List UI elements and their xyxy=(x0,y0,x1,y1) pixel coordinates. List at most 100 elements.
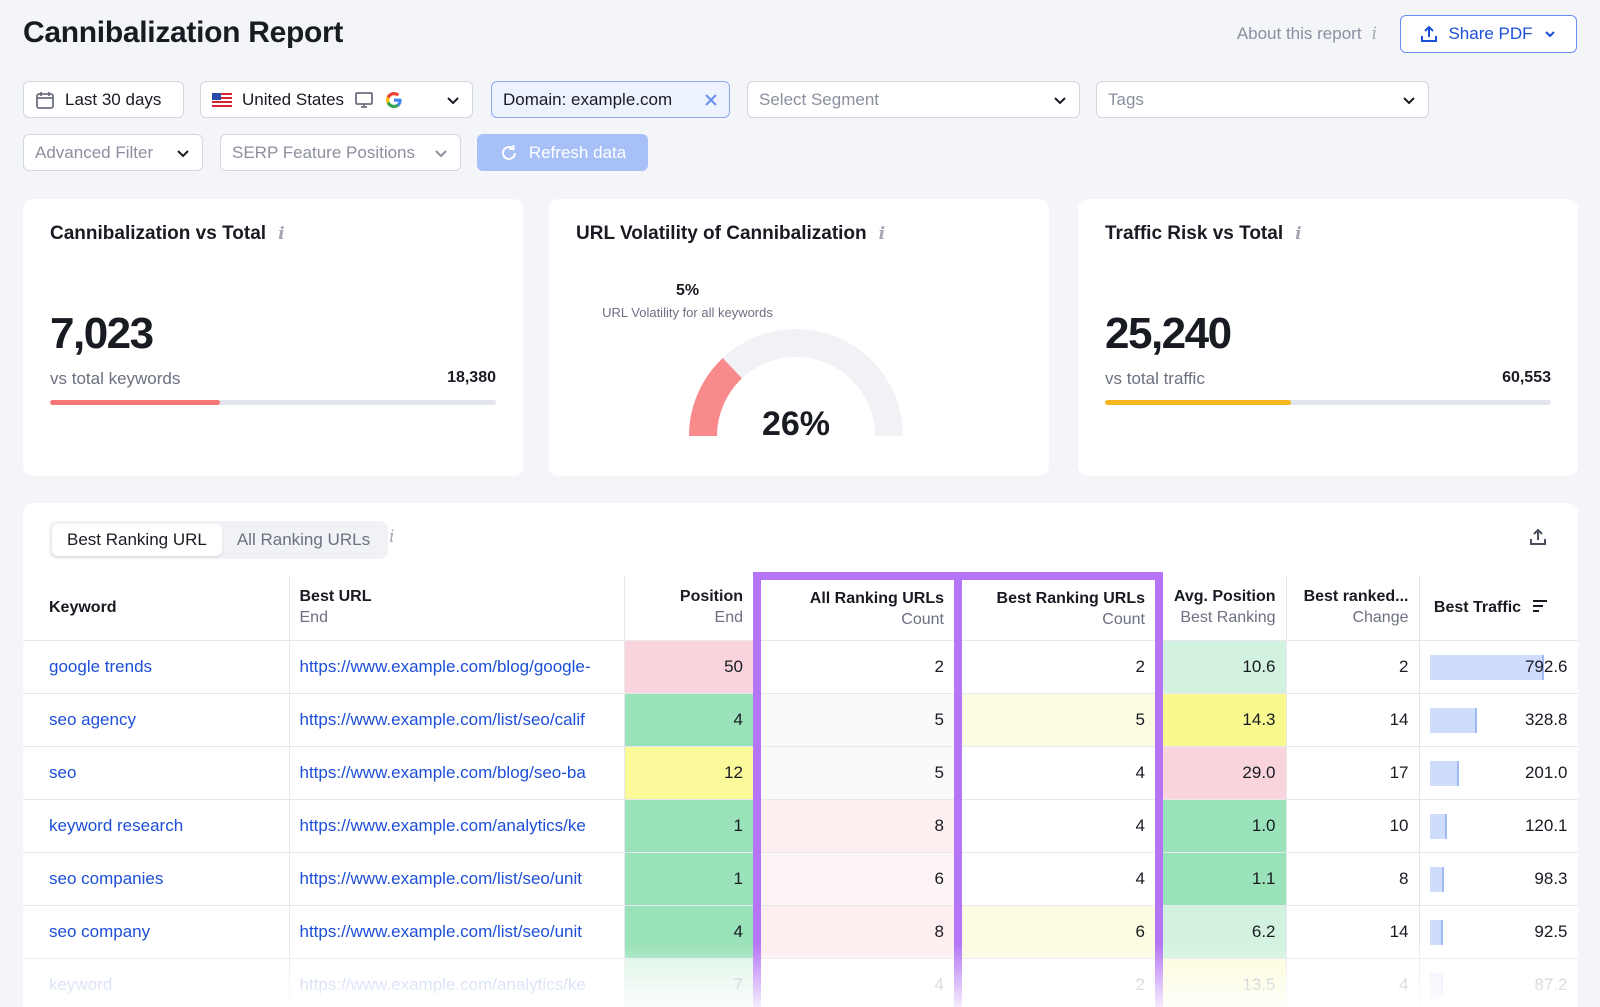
position-cell: 4 xyxy=(624,693,758,747)
cannibalization-title: Cannibalization vs Total xyxy=(50,223,267,244)
segment-select[interactable]: Select Segment xyxy=(747,81,1080,118)
cannibalization-card: Cannibalization vs Total i 7,023 vs tota… xyxy=(23,199,523,476)
best-url-link[interactable]: https://www.example.com/blog/google- xyxy=(289,640,625,694)
best-ranked-change-cell: 17 xyxy=(1286,746,1420,800)
best-ranked-change-cell: 4 xyxy=(1286,958,1420,1007)
card-title: Cannibalization vs Total i xyxy=(50,223,285,245)
card-title: Traffic Risk vs Total i xyxy=(1105,223,1302,245)
keyword-link[interactable]: keyword xyxy=(23,958,290,1007)
close-icon[interactable] xyxy=(704,93,718,107)
best-ranking-urls-cell: 6 xyxy=(958,905,1163,959)
serp-feature-filter[interactable]: SERP Feature Positions xyxy=(220,134,461,171)
domain-filter[interactable]: Domain: example.com xyxy=(491,81,730,118)
advanced-filter[interactable]: Advanced Filter xyxy=(23,134,203,171)
table-row[interactable]: seo https://www.example.com/blog/seo-ba 12… xyxy=(23,746,1578,800)
best-url-link[interactable]: https://www.example.com/list/seo/calif xyxy=(289,693,625,747)
position-cell: 1 xyxy=(624,852,758,906)
traffic-risk-title: Traffic Risk vs Total xyxy=(1105,223,1284,244)
best-ranking-urls-cell: 4 xyxy=(958,746,1163,800)
table-row[interactable]: keyword https://www.example.com/analytics… xyxy=(23,958,1578,1007)
keyword-link[interactable]: seo xyxy=(23,746,290,800)
tags-select[interactable]: Tags xyxy=(1096,81,1429,118)
info-icon[interactable]: i xyxy=(278,224,285,244)
country-device-filter[interactable]: United States xyxy=(200,81,473,118)
share-pdf-label: Share PDF xyxy=(1448,24,1533,43)
best-traffic-cell: 92.5 xyxy=(1419,905,1578,959)
col-header-position[interactable]: Position End xyxy=(624,576,758,641)
progress-fill xyxy=(1105,400,1291,405)
gauge-fill xyxy=(689,358,743,437)
export-icon[interactable] xyxy=(1528,527,1548,547)
keyword-link[interactable]: keyword research xyxy=(23,799,290,853)
traffic-bar xyxy=(1429,654,1544,680)
best-url-link[interactable]: https://www.example.com/analytics/ke xyxy=(289,799,625,853)
info-icon[interactable]: i xyxy=(1295,224,1302,244)
position-cell: 7 xyxy=(624,958,758,1007)
col-header-avg-position[interactable]: Avg. Position Best Ranking xyxy=(1159,576,1287,641)
best-url-link[interactable]: https://www.example.com/list/seo/unit xyxy=(289,852,625,906)
col-header-best-url[interactable]: Best URL End xyxy=(289,576,625,641)
traffic-value: 201.0 xyxy=(1524,762,1568,782)
position-cell: 4 xyxy=(624,905,758,959)
col-title: Keyword xyxy=(49,598,117,616)
domain-label: Domain: example.com xyxy=(503,89,673,109)
refresh-data-button[interactable]: Refresh data xyxy=(477,134,648,171)
chevron-down-icon xyxy=(1403,96,1415,104)
best-ranking-urls-cell: 2 xyxy=(958,958,1163,1007)
about-report-link[interactable]: About this report i xyxy=(1237,24,1377,44)
table-row[interactable]: keyword research https://www.example.com/… xyxy=(23,799,1578,853)
col-header-best-traffic[interactable]: Best Traffic xyxy=(1419,576,1578,641)
avg-position-cell: 1.0 xyxy=(1159,799,1287,853)
refresh-icon xyxy=(501,144,516,160)
chevron-down-icon xyxy=(1054,96,1066,104)
info-icon[interactable]: i xyxy=(878,224,886,244)
sort-icon[interactable] xyxy=(1532,599,1548,613)
col-header-best-ranked-change[interactable]: Best ranked... Change xyxy=(1286,576,1420,641)
best-url-link[interactable]: https://www.example.com/list/seo/unit xyxy=(289,905,625,959)
info-icon[interactable]: i xyxy=(389,527,395,547)
desktop-icon xyxy=(355,91,373,108)
tab-all-ranking-urls[interactable]: All Ranking URLs xyxy=(236,530,371,549)
traffic-bar xyxy=(1429,760,1459,786)
avg-position-cell: 10.6 xyxy=(1159,640,1287,694)
col-header-best-ranking-urls[interactable]: Best Ranking URLs Count xyxy=(958,572,1163,641)
keyword-link[interactable]: google trends xyxy=(23,640,290,694)
share-pdf-button[interactable]: Share PDF xyxy=(1400,15,1577,53)
table-row[interactable]: google trends https://www.example.com/blo… xyxy=(23,640,1578,694)
chevron-down-icon xyxy=(447,96,459,104)
keyword-link[interactable]: seo company xyxy=(23,905,290,959)
traffic-risk-progress-bar xyxy=(1105,400,1551,405)
traffic-value: 328.8 xyxy=(1524,709,1568,729)
best-traffic-cell: 328.8 xyxy=(1419,693,1578,747)
position-cell: 12 xyxy=(624,746,758,800)
best-ranking-urls-cell: 4 xyxy=(958,799,1163,853)
cannibalization-value: 7,023 xyxy=(50,309,154,358)
best-ranked-change-cell: 14 xyxy=(1286,693,1420,747)
col-subtitle: Best Ranking xyxy=(1180,609,1276,627)
traffic-bar xyxy=(1429,866,1444,892)
view-tabs: Best Ranking URL All Ranking URLs xyxy=(49,521,389,559)
best-ranking-urls-cell: 4 xyxy=(958,852,1163,906)
overall-volatility-caption: URL Volatility for all keywords xyxy=(602,305,773,320)
card-title: URL Volatility of Cannibalization i xyxy=(576,223,885,245)
all-ranking-urls-cell: 8 xyxy=(753,799,962,853)
col-header-all-ranking-urls[interactable]: All Ranking URLs Count xyxy=(753,572,962,641)
col-title: Avg. Position xyxy=(1173,588,1276,606)
country-label: United States xyxy=(242,89,345,109)
best-url-link[interactable]: https://www.example.com/blog/seo-ba xyxy=(289,746,625,800)
keyword-link[interactable]: seo companies xyxy=(23,852,290,906)
table-row[interactable]: seo agency https://www.example.com/list/s… xyxy=(23,693,1578,747)
tab-best-ranking-url[interactable]: Best Ranking URL xyxy=(52,524,222,556)
traffic-risk-total: 60,553 xyxy=(1502,369,1551,386)
date-range-filter[interactable]: Last 30 days xyxy=(23,81,184,118)
col-header-keyword[interactable]: Keyword xyxy=(23,576,290,641)
avg-position-cell: 14.3 xyxy=(1159,693,1287,747)
col-title: Best ranked... xyxy=(1303,588,1409,606)
all-ranking-urls-cell: 6 xyxy=(753,852,962,906)
best-url-link[interactable]: https://www.example.com/analytics/ke xyxy=(289,958,625,1007)
table-row[interactable]: seo companies https://www.example.com/lis… xyxy=(23,852,1578,906)
col-subtitle: Change xyxy=(1352,609,1409,627)
table-row[interactable]: seo company https://www.example.com/list/… xyxy=(23,905,1578,959)
col-subtitle: End xyxy=(299,609,328,627)
keyword-link[interactable]: seo agency xyxy=(23,693,290,747)
